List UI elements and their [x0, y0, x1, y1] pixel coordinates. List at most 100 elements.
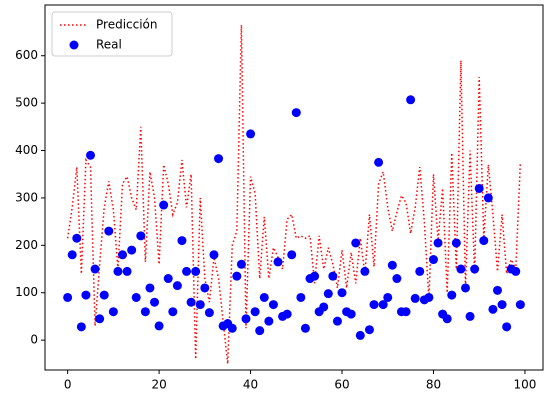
real-point: [410, 293, 420, 303]
real-point: [502, 322, 512, 332]
real-point: [195, 300, 205, 310]
real-point: [424, 292, 434, 302]
real-point: [163, 274, 173, 284]
real-point: [264, 316, 274, 326]
real-point: [140, 307, 150, 317]
real-point: [465, 311, 475, 321]
real-point: [182, 266, 192, 276]
real-point: [369, 300, 379, 310]
real-point: [191, 266, 201, 276]
x-tick-label: 100: [513, 378, 536, 392]
legend-box: [51, 11, 173, 57]
real-point: [492, 285, 502, 295]
real-point: [282, 309, 292, 319]
legend-label: Real: [96, 38, 122, 52]
real-point: [346, 309, 356, 319]
real-point: [401, 307, 411, 317]
real-point: [332, 316, 342, 326]
real-point: [250, 307, 260, 317]
real-point: [232, 271, 242, 281]
real-point: [209, 250, 219, 260]
real-point: [131, 292, 141, 302]
real-point: [433, 238, 443, 248]
x-tick-label: 20: [151, 378, 166, 392]
real-point: [387, 260, 397, 270]
real-point: [456, 264, 466, 274]
real-point: [108, 307, 118, 317]
real-point: [67, 250, 77, 260]
real-point: [515, 300, 525, 310]
real-point: [319, 302, 329, 312]
real-point: [378, 300, 388, 310]
real-point: [246, 129, 256, 139]
real-point: [241, 314, 251, 324]
x-tick-label: 80: [426, 378, 441, 392]
real-point: [442, 314, 452, 324]
real-point: [236, 259, 246, 269]
real-point: [177, 236, 187, 246]
real-point: [291, 108, 301, 118]
real-point: [383, 292, 393, 302]
real-point: [268, 300, 278, 310]
x-tick-label: 60: [334, 378, 349, 392]
real-point: [122, 266, 132, 276]
real-point: [118, 250, 128, 260]
real-point: [447, 290, 457, 300]
real-point: [287, 250, 297, 260]
real-point: [483, 193, 493, 203]
x-tick-label: 40: [243, 378, 258, 392]
real-point: [127, 245, 137, 255]
real-point: [310, 271, 320, 281]
real-point: [451, 238, 461, 248]
real-point: [159, 200, 169, 210]
real-point: [364, 325, 374, 335]
prediction-line: [66, 24, 522, 364]
real-point: [255, 326, 265, 336]
real-point: [104, 226, 114, 236]
real-point: [474, 183, 484, 193]
real-point: [323, 289, 333, 299]
real-point: [497, 300, 507, 310]
real-point: [511, 266, 521, 276]
real-point: [470, 264, 480, 274]
axes-frame: [44, 4, 544, 371]
real-point: [392, 274, 402, 284]
real-point: [172, 281, 182, 291]
real-point: [415, 266, 425, 276]
real-point: [406, 95, 416, 105]
real-point: [328, 271, 338, 281]
real-point: [214, 154, 224, 164]
real-point: [81, 290, 91, 300]
legend-label: Predicción: [96, 18, 158, 32]
real-point: [154, 321, 164, 331]
real-point: [428, 255, 438, 265]
real-point: [227, 323, 237, 333]
y-tick-label: 100: [15, 285, 38, 299]
y-tick-label: 200: [15, 238, 38, 252]
real-point: [355, 330, 365, 340]
real-point: [374, 157, 384, 167]
x-tick-label: 0: [64, 378, 72, 392]
legend-marker: [69, 40, 79, 50]
y-tick-label: 0: [30, 333, 38, 347]
real-point: [200, 283, 210, 293]
real-point: [76, 322, 86, 332]
y-tick-label: 500: [15, 96, 38, 110]
real-point: [63, 292, 73, 302]
real-point: [113, 266, 123, 276]
real-point: [145, 283, 155, 293]
real-point: [72, 233, 82, 243]
real-point: [259, 292, 269, 302]
real-point: [86, 150, 96, 160]
real-point: [90, 264, 100, 274]
real-point: [360, 266, 370, 276]
real-point: [296, 292, 306, 302]
real-point: [337, 288, 347, 298]
y-tick-label: 600: [15, 48, 38, 62]
real-point: [95, 314, 105, 324]
real-point: [460, 283, 470, 293]
real-point: [300, 323, 310, 333]
y-tick-label: 400: [15, 143, 38, 157]
real-point: [479, 236, 489, 246]
